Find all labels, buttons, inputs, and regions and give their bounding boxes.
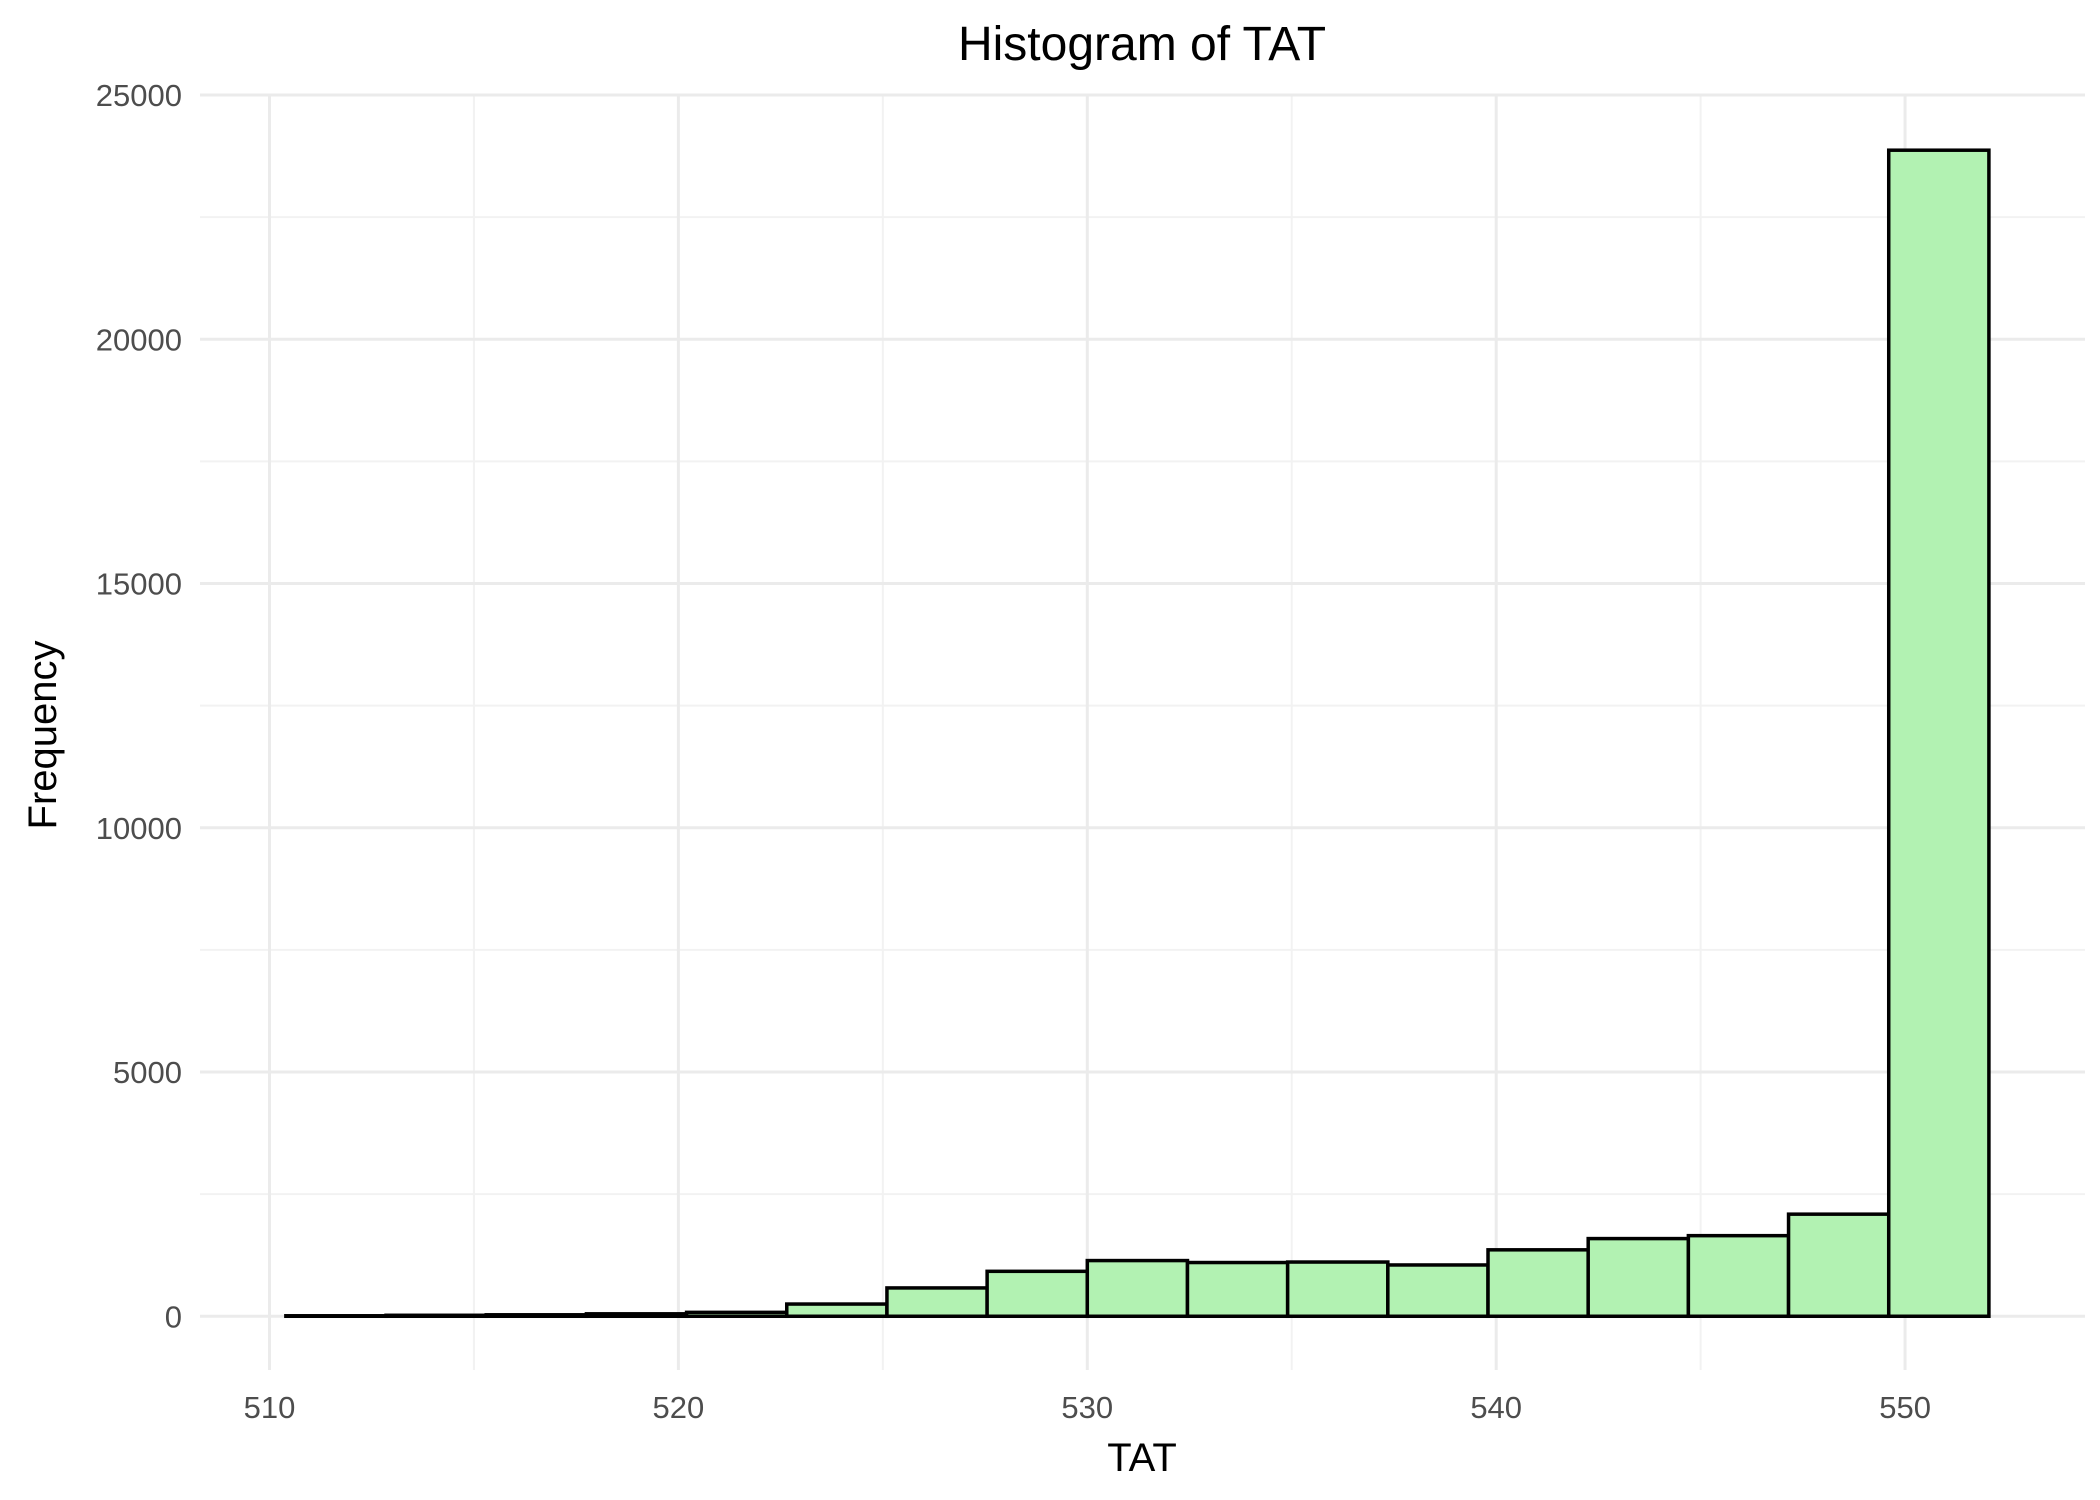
histogram-bar (1586, 1236, 1691, 1319)
histogram-bars (284, 148, 1991, 1319)
y-axis-title: Frequency (21, 641, 65, 830)
histogram-bar (885, 1286, 989, 1319)
x-tick-label: 550 (1879, 1390, 1931, 1425)
histogram-bar (1686, 1233, 1791, 1319)
y-tick-label: 20000 (96, 322, 182, 357)
y-tick-label: 0 (165, 1299, 182, 1334)
histogram-bar (684, 1310, 789, 1319)
gridlines (200, 93, 2085, 1370)
histogram-bar (1185, 1260, 1290, 1319)
histogram-bar (1786, 1212, 1891, 1319)
histogram-bar (1886, 148, 1991, 1319)
x-tick-label: 520 (653, 1390, 705, 1425)
y-tick-label: 15000 (96, 567, 182, 602)
histogram-bar (1386, 1263, 1490, 1319)
chart-title: Histogram of TAT (958, 18, 1326, 71)
x-axis-title: TAT (1107, 1436, 1177, 1480)
x-tick-label: 510 (244, 1390, 296, 1425)
histogram-bar (1085, 1258, 1190, 1319)
histogram-bar (785, 1302, 889, 1319)
histogram-bar (584, 1312, 689, 1319)
y-axis-tick-labels: 0 5000 10000 15000 20000 25000 (96, 78, 182, 1334)
histogram-bar (484, 1313, 589, 1319)
histogram-bar (985, 1269, 1090, 1319)
x-tick-label: 530 (1061, 1390, 1113, 1425)
x-tick-label: 540 (1470, 1390, 1522, 1425)
histogram-bar (1486, 1248, 1590, 1319)
y-tick-label: 10000 (96, 811, 182, 846)
x-axis-tick-labels: 510 520 530 540 550 (244, 1390, 1931, 1425)
histogram-bar (1285, 1260, 1390, 1319)
y-tick-label: 25000 (96, 78, 182, 113)
histogram-bar (384, 1313, 488, 1319)
y-tick-label: 5000 (113, 1055, 182, 1090)
